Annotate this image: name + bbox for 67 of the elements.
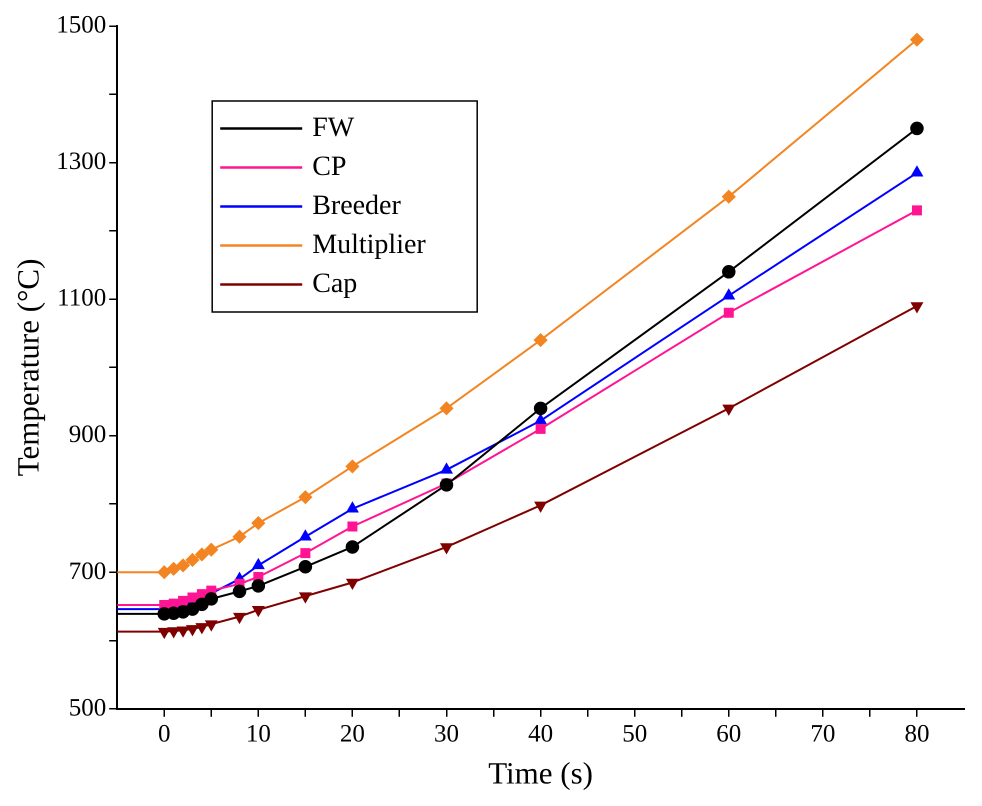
point [534, 502, 547, 512]
point [205, 620, 218, 631]
point [346, 540, 360, 554]
y-axis-title: Temperature (°C) [10, 258, 46, 476]
point [911, 166, 923, 177]
point [440, 543, 452, 554]
point [166, 562, 180, 576]
x-tick-label: 30 [434, 720, 460, 748]
point [186, 625, 198, 636]
point [186, 602, 200, 616]
point [176, 558, 190, 572]
x-tick-label: 40 [528, 720, 554, 748]
point [187, 592, 198, 602]
point [196, 623, 208, 634]
y-tick-label: 700 [68, 558, 106, 585]
x-tick-label: 20 [340, 720, 365, 748]
point [204, 592, 218, 606]
point [534, 402, 548, 416]
point [346, 578, 358, 590]
x-tick-label: 10 [246, 720, 271, 748]
point [252, 516, 266, 530]
point [186, 553, 200, 567]
x-tick-label: 80 [904, 720, 930, 748]
point [440, 402, 454, 416]
point [298, 490, 312, 504]
point [232, 584, 246, 598]
legend-label: FW [312, 112, 355, 143]
point [178, 596, 188, 606]
point [195, 548, 209, 562]
y-tick-label: 900 [68, 421, 106, 448]
point [299, 592, 312, 603]
point [168, 627, 180, 638]
point [724, 308, 734, 318]
legend-label: CP [312, 150, 346, 182]
point [347, 522, 358, 532]
x-tick-label: 60 [716, 720, 742, 748]
point [195, 598, 209, 612]
legend-label: Multiplier [312, 228, 426, 260]
y-tick-label: 1300 [56, 148, 106, 176]
x-tick-label: 50 [622, 720, 648, 748]
point [158, 628, 170, 638]
point [912, 205, 922, 216]
x-tick-label: 0 [158, 720, 170, 748]
point [440, 478, 454, 492]
point [177, 626, 190, 638]
point [910, 32, 924, 46]
point [722, 190, 736, 204]
x-axis-title: Time (s) [488, 756, 593, 791]
point [234, 612, 246, 624]
point [910, 122, 924, 136]
point [252, 606, 264, 617]
point [346, 460, 360, 474]
legend-label: Cap [312, 268, 358, 299]
point [300, 548, 310, 558]
point [204, 542, 218, 556]
y-tick-label: 1500 [56, 12, 106, 39]
point [298, 560, 312, 574]
point [722, 265, 736, 279]
point [536, 424, 546, 434]
legend-label: Breeder [312, 190, 402, 221]
point [252, 579, 266, 593]
x-tick-label: 70 [810, 720, 836, 748]
point [157, 565, 171, 579]
point [232, 530, 246, 544]
y-tick-label: 1100 [57, 284, 106, 312]
point [534, 333, 548, 347]
y-tick-label: 500 [68, 694, 106, 722]
